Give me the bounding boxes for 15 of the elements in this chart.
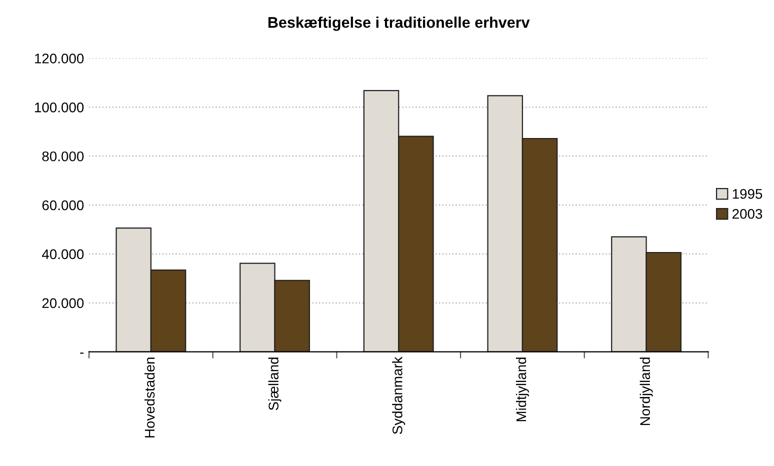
- chart-title: Beskæftigelse i traditionelle erhverv: [268, 16, 530, 31]
- x-tick-label: Nordjylland: [640, 358, 653, 426]
- x-tick-label: Sjælland: [268, 358, 282, 410]
- x-tick-label: Hovedstaden: [144, 358, 155, 438]
- x-tick-label: Syddanmark: [392, 356, 406, 434]
- y-tick-label: 40.000: [42, 249, 84, 260]
- legend-label: 1995: [732, 188, 762, 199]
- y-tick-label: 80.000: [42, 151, 84, 162]
- y-tick-label: 60.000: [42, 200, 84, 210]
- y-tick-label: 120.000: [35, 54, 84, 64]
- y-tick-label: 20.000: [42, 298, 84, 308]
- y-tick-label: 100.000: [35, 102, 84, 112]
- y-tick-label: -: [80, 352, 84, 354]
- legend-label: 2003: [732, 208, 762, 219]
- x-tick-label: Midtjylland: [516, 358, 529, 422]
